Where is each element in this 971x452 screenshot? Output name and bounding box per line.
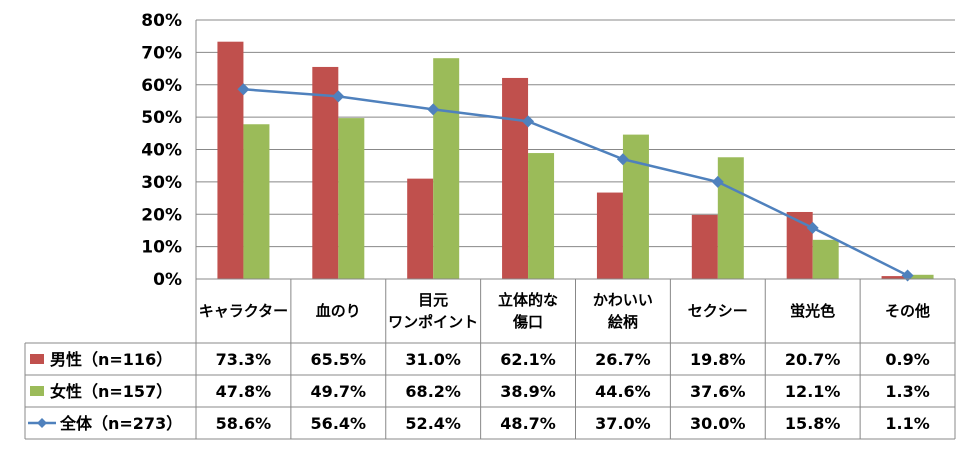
data-label: 19.8% bbox=[690, 350, 746, 369]
data-label: 38.9% bbox=[500, 382, 556, 401]
bars bbox=[217, 41, 934, 279]
data-label: 37.0% bbox=[595, 414, 651, 433]
line-point bbox=[522, 115, 535, 128]
y-tick-label: 0% bbox=[153, 270, 182, 290]
category-label: その他 bbox=[885, 302, 930, 320]
y-tick-label: 80% bbox=[141, 11, 182, 31]
bar bbox=[881, 276, 908, 279]
data-label: 0.9% bbox=[885, 350, 929, 369]
data-label: 26.7% bbox=[595, 350, 651, 369]
data-label: 44.6% bbox=[595, 382, 651, 401]
total-line bbox=[237, 83, 914, 282]
data-label: 15.8% bbox=[785, 414, 841, 433]
bar bbox=[717, 157, 744, 279]
data-label: 12.1% bbox=[785, 382, 841, 401]
line-point bbox=[711, 175, 724, 188]
series-line bbox=[243, 88, 909, 277]
data-label: 68.2% bbox=[405, 382, 461, 401]
bar bbox=[338, 118, 365, 279]
y-tick-label: 50% bbox=[141, 108, 182, 128]
y-tick-label: 40% bbox=[141, 141, 182, 161]
category-label: キャラクター bbox=[199, 302, 288, 320]
legend-label: 女性（n=157） bbox=[50, 382, 172, 401]
data-label: 20.7% bbox=[785, 350, 841, 369]
line-point bbox=[901, 269, 914, 282]
bar bbox=[596, 192, 623, 279]
bar bbox=[243, 124, 270, 279]
data-label: 1.1% bbox=[885, 414, 929, 433]
legend-label: 男性（n=116） bbox=[50, 350, 172, 369]
legend-marker bbox=[37, 418, 47, 428]
y-tick-label: 10% bbox=[141, 238, 182, 258]
bar bbox=[786, 211, 813, 279]
bar bbox=[407, 178, 434, 279]
bar bbox=[528, 153, 555, 279]
line-point bbox=[427, 103, 440, 116]
category-label: 蛍光色 bbox=[790, 302, 835, 320]
data-label: 52.4% bbox=[405, 414, 461, 433]
data-label: 56.4% bbox=[311, 414, 367, 433]
bar bbox=[502, 77, 529, 279]
category-label: 目元ワンポイント bbox=[388, 291, 478, 331]
y-tick-label: 70% bbox=[141, 43, 182, 63]
data-label: 58.6% bbox=[216, 414, 272, 433]
data-label: 30.0% bbox=[690, 414, 746, 433]
line-point bbox=[616, 153, 629, 166]
line-point bbox=[806, 221, 819, 234]
data-label: 62.1% bbox=[500, 350, 556, 369]
category-label: 立体的な傷口 bbox=[498, 291, 558, 331]
data-label: 49.7% bbox=[311, 382, 367, 401]
bar bbox=[312, 66, 339, 279]
line-point bbox=[237, 83, 250, 96]
data-label: 73.3% bbox=[216, 350, 272, 369]
data-label: 31.0% bbox=[405, 350, 461, 369]
bar bbox=[622, 134, 649, 279]
gridlines bbox=[196, 19, 955, 248]
data-label: 37.6% bbox=[690, 382, 746, 401]
data-label: 65.5% bbox=[311, 350, 367, 369]
bar bbox=[691, 214, 718, 279]
data-label: 1.3% bbox=[885, 382, 929, 401]
data-label: 47.8% bbox=[216, 382, 272, 401]
y-tick-label: 20% bbox=[141, 205, 182, 225]
category-label: 血のり bbox=[316, 302, 361, 320]
category-label: かわいい絵柄 bbox=[593, 291, 653, 331]
line-point bbox=[332, 90, 345, 103]
bar bbox=[217, 41, 244, 279]
y-tick-label: 60% bbox=[141, 76, 182, 96]
bar bbox=[907, 274, 934, 279]
legend-swatch bbox=[30, 386, 44, 396]
category-label: セクシー bbox=[688, 302, 748, 320]
legend-label: 全体（n=273） bbox=[59, 414, 182, 433]
legend-swatch bbox=[30, 354, 44, 364]
data-label: 48.7% bbox=[500, 414, 556, 433]
y-axis: 0% 10% 20% 30% 40% 50% 60% 70% 80% bbox=[141, 11, 197, 290]
y-tick-label: 30% bbox=[141, 173, 182, 193]
bar bbox=[433, 58, 460, 279]
bar bbox=[812, 239, 839, 279]
